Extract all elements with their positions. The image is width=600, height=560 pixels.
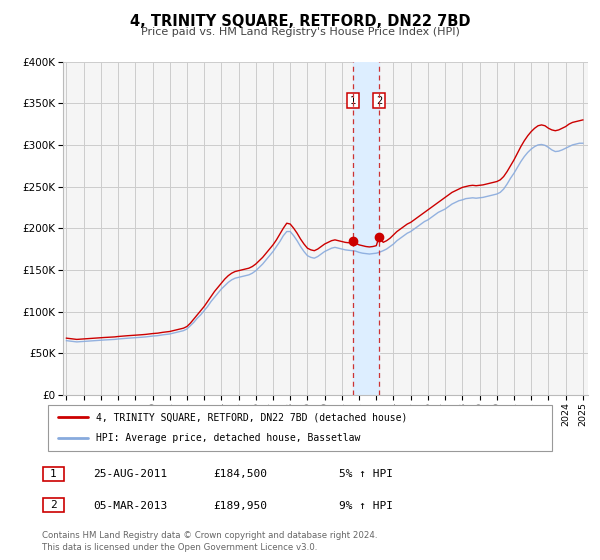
Text: This data is licensed under the Open Government Licence v3.0.: This data is licensed under the Open Gov… (42, 543, 317, 552)
Text: Price paid vs. HM Land Registry's House Price Index (HPI): Price paid vs. HM Land Registry's House … (140, 27, 460, 38)
Text: Contains HM Land Registry data © Crown copyright and database right 2024.: Contains HM Land Registry data © Crown c… (42, 531, 377, 540)
Text: 05-MAR-2013: 05-MAR-2013 (93, 501, 167, 511)
Text: £189,950: £189,950 (213, 501, 267, 511)
Text: £184,500: £184,500 (213, 469, 267, 479)
Text: HPI: Average price, detached house, Bassetlaw: HPI: Average price, detached house, Bass… (96, 433, 360, 444)
Text: 4, TRINITY SQUARE, RETFORD, DN22 7BD: 4, TRINITY SQUARE, RETFORD, DN22 7BD (130, 14, 470, 29)
Text: 5% ↑ HPI: 5% ↑ HPI (339, 469, 393, 479)
Text: 2: 2 (50, 500, 57, 510)
Text: 1: 1 (350, 96, 356, 106)
Text: 4, TRINITY SQUARE, RETFORD, DN22 7BD (detached house): 4, TRINITY SQUARE, RETFORD, DN22 7BD (de… (96, 412, 407, 422)
Text: 9% ↑ HPI: 9% ↑ HPI (339, 501, 393, 511)
Text: 25-AUG-2011: 25-AUG-2011 (93, 469, 167, 479)
Bar (353, 62, 379, 395)
Text: 2: 2 (376, 96, 382, 106)
Text: 1: 1 (50, 469, 57, 479)
